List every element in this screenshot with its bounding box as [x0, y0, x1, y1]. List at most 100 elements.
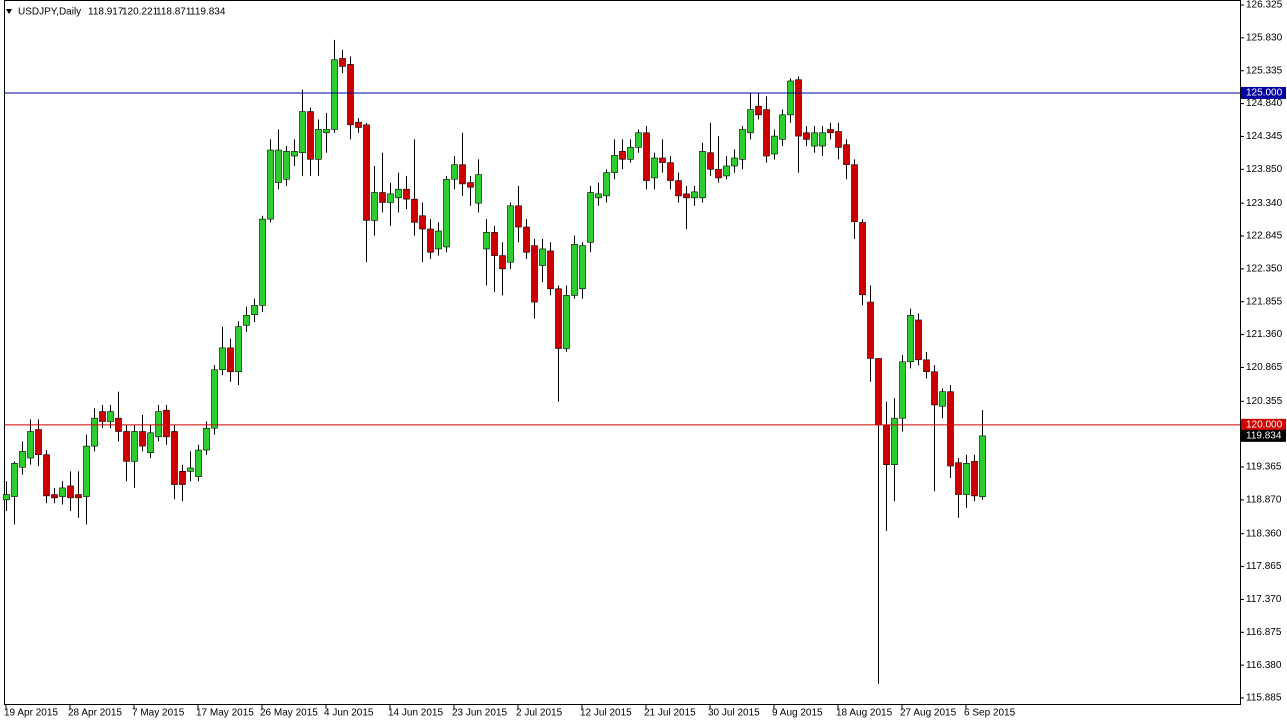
candle-body [939, 391, 946, 407]
y-tick-label: 117.865 [1246, 561, 1282, 572]
candle-body [35, 429, 42, 456]
price-label-box [1241, 429, 1286, 442]
candle-body [411, 198, 418, 223]
symbol: USDJPY,Daily [18, 7, 81, 18]
candle-body [947, 391, 954, 467]
candle-body [739, 129, 746, 160]
candle-body [227, 347, 234, 373]
candle-body [451, 164, 458, 180]
level-label-box [1241, 86, 1286, 99]
candle-body [603, 172, 610, 197]
candle-body [419, 215, 426, 230]
x-tick-label: 12 Jul 2015 [580, 708, 632, 719]
level-label: 125.000 [1246, 88, 1283, 99]
candle-body [211, 369, 218, 429]
candle-body [883, 424, 890, 465]
candle-body [683, 193, 690, 199]
candle-body [203, 427, 210, 451]
x-tick-label: 26 May 2015 [260, 708, 318, 719]
candle-body [915, 319, 922, 361]
candle-body [19, 451, 26, 468]
candle-body [675, 180, 682, 197]
candle-body [75, 494, 82, 499]
candle-body [811, 132, 818, 147]
candle-body [435, 230, 442, 250]
candle-body [299, 111, 306, 153]
candle-body [795, 79, 802, 137]
y-tick-label: 117.370 [1246, 594, 1282, 605]
candle-body [979, 435, 986, 498]
y-tick-label: 123.340 [1246, 198, 1283, 209]
candle-body [59, 487, 66, 497]
header-low: 118.871 [156, 7, 192, 18]
candle-body [595, 193, 602, 199]
y-tick-label: 121.360 [1246, 329, 1283, 340]
y-tick-label: 124.345 [1246, 131, 1283, 142]
candle-body [355, 121, 362, 128]
candle-body [843, 144, 850, 165]
candle-body [275, 149, 282, 183]
candle-body [131, 431, 138, 462]
header-high: 120.221 [122, 7, 159, 18]
candle-body [891, 417, 898, 465]
candle-body [427, 228, 434, 253]
candle-body [91, 417, 98, 447]
y-tick-label: 119.365 [1246, 462, 1282, 473]
candle-body [699, 151, 706, 199]
candle-body [819, 132, 826, 147]
x-tick-label: 28 Apr 2015 [68, 708, 122, 719]
candle-body [531, 245, 538, 303]
candle-body [323, 129, 330, 134]
candle-body [331, 59, 338, 130]
candle-body [931, 371, 938, 406]
candle-body [547, 250, 554, 290]
candle-body [827, 129, 834, 134]
candle-body [139, 431, 146, 447]
candle-body [907, 315, 914, 363]
y-tick-label: 118.870 [1246, 494, 1282, 505]
candle-body [99, 411, 106, 422]
candle-body [251, 305, 258, 315]
y-tick-label: 116.875 [1246, 627, 1282, 638]
header-close: 119.834 [190, 7, 226, 18]
candle-body [803, 132, 810, 140]
candle-body [179, 471, 186, 485]
y-tick-label: 122.350 [1246, 263, 1283, 274]
candle-body [619, 151, 626, 160]
candle-body [11, 463, 18, 497]
candle-body [259, 218, 266, 306]
candle-body [651, 157, 658, 179]
candle-body [587, 192, 594, 243]
candle-body [483, 232, 490, 250]
x-tick-label: 27 Aug 2015 [900, 708, 957, 719]
menu-icon[interactable] [6, 9, 12, 14]
candle-body [707, 152, 714, 170]
x-tick-label: 2 Jul 2015 [516, 708, 563, 719]
candle-body [779, 114, 786, 140]
x-tick-label: 17 May 2015 [196, 708, 254, 719]
y-tick-label: 125.830 [1246, 32, 1283, 43]
candle-body [923, 359, 930, 373]
candle-body [867, 301, 874, 359]
x-tick-label: 18 Aug 2015 [836, 708, 893, 719]
candle-body [835, 131, 842, 148]
candle-body [3, 494, 10, 501]
candle-body [563, 295, 570, 349]
x-tick-label: 9 Aug 2015 [772, 708, 823, 719]
candle-body [395, 188, 402, 199]
level-label-box [1241, 418, 1286, 431]
candle-body [643, 132, 650, 181]
candle-body [67, 485, 74, 499]
candle-body [963, 463, 970, 495]
candle-body [107, 411, 114, 422]
candle-body [659, 157, 666, 163]
candle-body [539, 248, 546, 266]
plot-frame [4, 0, 1241, 705]
candle-body [691, 191, 698, 199]
y-tick-label: 115.885 [1246, 693, 1282, 704]
candle-body [555, 288, 562, 349]
candle-body [499, 255, 506, 270]
candle-body [507, 205, 514, 263]
candle-body [187, 467, 194, 472]
